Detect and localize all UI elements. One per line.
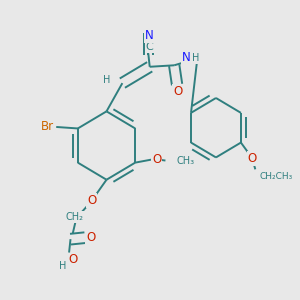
Text: CH₂: CH₂ (66, 212, 84, 222)
Text: H: H (103, 75, 110, 85)
Text: CH₃: CH₃ (177, 156, 195, 166)
Text: N: N (145, 29, 154, 42)
Text: H: H (59, 261, 66, 271)
Text: O: O (152, 153, 161, 166)
Text: O: O (87, 194, 96, 207)
Text: H: H (192, 53, 200, 63)
Text: Br: Br (41, 121, 54, 134)
Text: O: O (173, 85, 182, 98)
Text: C: C (146, 43, 154, 52)
Text: O: O (86, 231, 95, 244)
Text: O: O (248, 152, 257, 165)
Text: O: O (68, 254, 77, 266)
Text: CH₂CH₃: CH₂CH₃ (260, 172, 293, 181)
Text: N: N (182, 51, 191, 64)
